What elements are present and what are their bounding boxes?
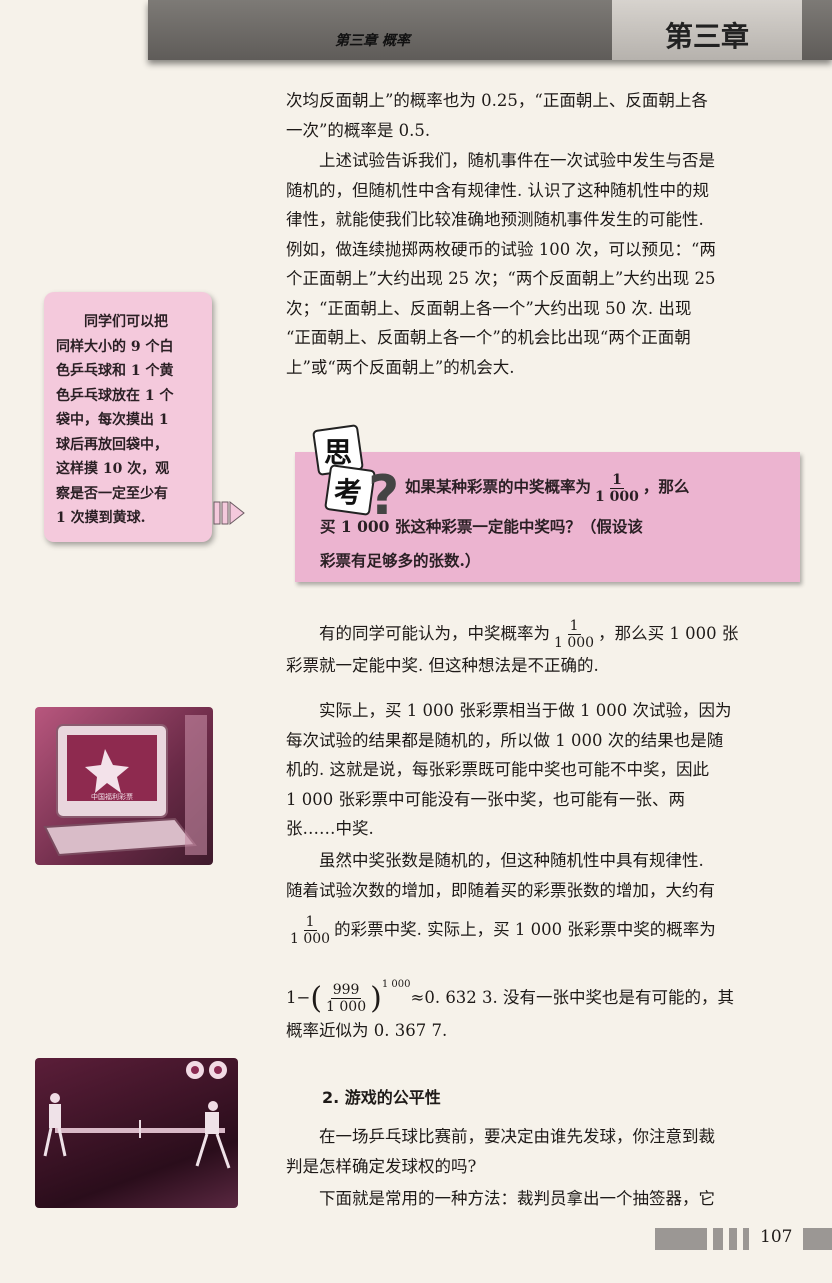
side-note-line: 色乒乓球放在 1 个 [56,387,174,404]
text-line: 个正面朝上”大约出现 25 次；“两个反面朝上”大约出现 25 [286,269,716,288]
section-title: 2. 游戏的公平性 [322,1088,441,1107]
text-line: 次均反面朝上”的概率也为 0.25，“正面朝上、反面朝上各 [286,91,708,110]
fraction-denominator: 1 000 [290,931,331,947]
fraction-numerator: 999 [330,982,362,999]
page-number: 107 [760,1227,793,1247]
text-line: 概率近似为 0. 367 7. [286,1021,448,1040]
formula-prefix: 1− [286,988,311,1007]
side-note: 同学们可以把 同样大小的 9 个白 色乒乓球和 1 个黄 色乒乓球放在 1 个 … [44,292,212,542]
paragraph-law-last: 概率近似为 0. 367 7. [286,1016,802,1046]
side-note-line: 袋中，每次摸出 1 [56,412,169,428]
think-question-line1: 如果某种彩票的中奖概率为 1 1 000 ，那么 [405,470,790,505]
text-line: 虽然中奖张数是随机的，但这种随机性中具有规律性. [319,851,704,870]
side-note-line: 同学们可以把 [84,314,168,330]
fraction: 999 1 000 [324,982,368,1015]
fraction-numerator: 1 [610,471,624,489]
text-line: 张……中奖. [286,819,374,838]
lottery-logo-caption: 中国福利彩票 [91,792,133,801]
side-note-line: 同样大小的 9 个白 [56,338,174,355]
paragraph-law: 虽然中奖张数是随机的，但这种随机性中具有规律性. 随着试验次数的增加，即随着买的… [286,846,802,905]
chapter-label: 第三章 [664,20,749,53]
table-tennis-photo [35,1058,238,1208]
think-question-line2: 买 1 000 张这种彩票一定能中奖吗？（假设该 [320,517,643,536]
text-line: 例如，做连续抛掷两枚硬币的试验 100 次，可以预见：“两 [286,239,716,259]
think-box [295,452,800,582]
text-line: 1−(999 1 000)1 000≈0. 632 3. 没有一张中奖也是有可能的… [286,979,735,1016]
think-question-icon: 思 考 ? [312,424,399,524]
side-note-line: 色乒乓球和 1 个黄 [56,363,174,379]
text-line: 随机的，但随机性中含有规律性. 认识了这种随机性中的规 [286,180,709,200]
think-question-line3: 彩票有足够多的张数.） [320,551,481,570]
paragraph-game-fairness: 在一场乒乓球比赛前，要决定由谁先发球，你注意到裁 判是怎样确定发球权的吗? [286,1122,802,1181]
side-note-line: 这样摸 10 次，观 [56,461,170,477]
text-line: 律性，就能使我们比较准确地预测随机事件发生的可能性. [286,210,704,229]
text-line: 彩票就一定能中奖. 但这种想法是不正确的. [286,656,599,675]
paragraph-misconception: 有的同学可能认为，中奖概率为 1 1 000 ，那么买 1 000 张 彩票就一定能中… [286,618,802,681]
pointer-arrow-icon [213,500,245,526]
text-line: 1 000 张彩票中可能没有一张中奖，也可能有一张、两 [286,789,685,809]
text-line: 在一场乒乓球比赛前，要决定由谁先发球，你注意到裁 [319,1127,715,1146]
side-note-line: 球后再放回袋中， [56,436,168,453]
formula-exponent: 1 000 [381,979,411,990]
text-line: 有的同学可能认为，中奖概率为 1 1 000 ，那么买 1 000 张 [286,618,802,651]
fraction-denominator: 1 000 [595,488,639,505]
think-text: ，那么 [642,477,690,496]
text-line: 随着试验次数的增加，即随着买的彩票张数的增加，大约有 [286,880,715,900]
text-line: 上”或“两个反面朝上”的机会大. [286,357,515,377]
lottery-logo-icon [85,749,129,793]
table-tennis-image [43,1061,231,1169]
probability-formula: 1−(999 1 000)1 000≈0. 632 3. 没有一张中奖也是有可能的… [286,970,802,1015]
side-note-text: 同学们可以把 同样大小的 9 个白 色乒乓球和 1 个黄 色乒乓球放在 1 个 … [56,310,204,531]
side-note-line: 察是否一定至少有 [56,485,168,502]
running-header-title: 第三章 概率 [335,33,410,49]
text-line: 机的. 这就是说，每张彩票既可能中奖也可能不中奖，因此 [286,760,709,779]
text-span: ，那么买 1 000 张 [598,624,739,643]
side-note-line: 1 次摸到黄球. [56,510,146,526]
text-line: 下面就是常用的一种方法：裁判员拿出一个抽签器，它 [319,1189,715,1208]
think-icon-top: 思 [324,436,352,469]
lottery-terminal-photo: 中国福利彩票 [35,707,213,865]
text-line: 一次”的概率是 0.5. [286,120,431,140]
fraction-numerator: 1 [567,618,581,635]
paragraph-method: 下面就是常用的一种方法：裁判员拿出一个抽签器，它 [286,1184,802,1214]
chapter-tab: 第三章 [612,0,802,60]
text-span: 的彩票中奖. 实际上，买 1 000 张彩票中奖的概率为 [334,920,716,939]
text-line: “正面朝上、反面朝上各一个”的机会比出现“两个正面朝 [286,328,691,347]
paragraph-explanation: 实际上，买 1 000 张彩票相当于做 1 000 次试验，因为 每次试验的结果… [286,696,802,844]
formula-suffix: ≈0. 632 3. 没有一张中奖也是有可能的，其 [410,988,735,1007]
text-span: 有的同学可能认为，中奖概率为 [319,624,550,643]
paragraph-regularity: 上述试验告诉我们，随机事件在一次试验中发生与否是 随机的，但随机性中含有规律性.… [286,146,802,382]
fraction-numerator: 1 [303,914,317,931]
think-icon-bottom: 考 [334,476,362,509]
text-line: 次；“正面朝上、反面朝上各一个”大约出现 50 次. 出现 [286,298,692,318]
text-line: 判是怎样确定发球权的吗? [286,1156,477,1176]
fraction-denominator: 1 000 [326,999,367,1015]
computer-terminal-image: 中国福利彩票 [43,715,207,857]
text-line: 每次试验的结果都是随机的，所以做 1 000 次的结果也是随 [286,730,724,750]
text-line: 上述试验告诉我们，随机事件在一次试验中发生与否是 [319,151,715,170]
think-text: 如果某种彩票的中奖概率为 [405,477,592,496]
svg-text:?: ? [368,464,399,524]
paragraph-continuation: 次均反面朝上”的概率也为 0.25，“正面朝上、反面朝上各 一次”的概率是 0.… [286,86,802,145]
text-line: 实际上，买 1 000 张彩票相当于做 1 000 次试验，因为 [319,701,732,720]
fraction-denominator: 1 000 [554,635,595,651]
